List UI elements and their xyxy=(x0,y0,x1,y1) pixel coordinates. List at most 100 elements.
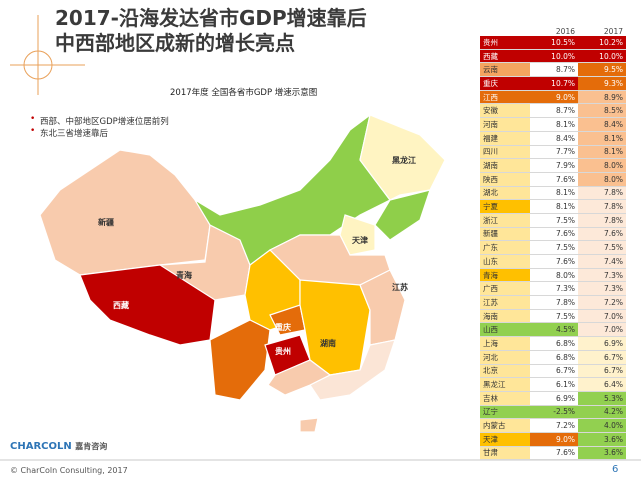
value-2017: 9.5% xyxy=(578,62,626,78)
table-row: 海南 7.5% 7.0% xyxy=(480,309,626,324)
value-2017: 8.0% xyxy=(578,158,626,173)
province: 甘肃 xyxy=(480,446,530,461)
value-2017: 7.8% xyxy=(578,213,626,228)
value-2016: 6.8% xyxy=(530,350,578,365)
logo: CHARCOLN 嘉肯咨询 xyxy=(10,441,107,452)
value-2017: 3.6% xyxy=(578,432,626,447)
table-row: 新疆 7.6% 7.6% xyxy=(480,227,626,242)
value-2017: 4.0% xyxy=(578,418,626,433)
table-row: 上海 6.8% 6.9% xyxy=(480,336,626,351)
value-2017: 7.3% xyxy=(578,268,626,283)
table-row: 吉林 6.9% 5.3% xyxy=(480,391,626,406)
value-2016: 6.9% xyxy=(530,391,578,406)
value-2017: 6.7% xyxy=(578,364,626,379)
province: 福建 xyxy=(480,131,530,146)
logo-cn: 嘉肯咨询 xyxy=(75,442,108,451)
value-2016: 10.0% xyxy=(530,49,578,64)
value-2016: 10.5% xyxy=(530,36,578,50)
table-row: 山西 4.5% 7.0% xyxy=(480,322,626,338)
value-2016: 9.0% xyxy=(530,90,578,105)
table-row: 陕西 7.6% 8.0% xyxy=(480,172,626,187)
province: 湖南 xyxy=(480,158,530,173)
province: 辽宁 xyxy=(480,405,530,420)
value-2016: 7.9% xyxy=(530,158,578,173)
value-2016: 7.7% xyxy=(530,145,578,160)
value-2016: 7.6% xyxy=(530,227,578,242)
value-2017: 8.1% xyxy=(578,145,626,160)
province: 上海 xyxy=(480,336,530,351)
table-row: 辽宁 -2.5% 4.2% xyxy=(480,405,626,420)
value-2016: 7.8% xyxy=(530,295,578,310)
value-2016: 6.1% xyxy=(530,377,578,392)
value-2017: 8.9% xyxy=(578,90,626,105)
province: 江西 xyxy=(480,90,530,105)
map-label: 黑龙江 xyxy=(392,156,416,165)
map-label: 湖南 xyxy=(320,339,336,348)
logo-brand: CHARCOLN xyxy=(10,441,72,452)
province: 重庆 xyxy=(480,76,530,91)
map-label: 西藏 xyxy=(113,301,129,310)
province: 广东 xyxy=(480,240,530,255)
value-2017: 7.8% xyxy=(578,199,626,214)
value-2017: 10.0% xyxy=(578,49,626,64)
value-2016: 7.6% xyxy=(530,172,578,187)
province: 新疆 xyxy=(480,227,530,242)
map-label: 贵州 xyxy=(275,347,291,356)
table-row: 贵州 10.5% 10.2% xyxy=(480,36,626,50)
province: 青海 xyxy=(480,268,530,283)
value-2017: 8.1% xyxy=(578,131,626,146)
table-row: 河南 8.1% 8.4% xyxy=(480,117,626,132)
province: 云南 xyxy=(480,62,530,78)
value-2016: 7.5% xyxy=(530,213,578,228)
table-row: 广东 7.5% 7.5% xyxy=(480,240,626,255)
value-2017: 5.3% xyxy=(578,391,626,406)
table-row: 甘肃 7.6% 3.6% xyxy=(480,446,626,461)
value-2016: 8.1% xyxy=(530,199,578,214)
table-row: 青海 8.0% 7.3% xyxy=(480,268,626,283)
value-2016: 8.4% xyxy=(530,131,578,146)
table-row: 宁夏 8.1% 7.8% xyxy=(480,199,626,214)
table-row: 四川 7.7% 8.1% xyxy=(480,145,626,160)
value-2016: 8.7% xyxy=(530,103,578,119)
province: 黑龙江 xyxy=(480,377,530,392)
table-row: 江西 9.0% 8.9% xyxy=(480,90,626,105)
province: 湖北 xyxy=(480,186,530,201)
map-title: 2017年度 全国各省市GDP 增速示意图 xyxy=(170,88,318,98)
value-2016: 4.5% xyxy=(530,322,578,338)
value-2017: 8.5% xyxy=(578,103,626,119)
value-2017: 7.0% xyxy=(578,322,626,338)
table-row: 浙江 7.5% 7.8% xyxy=(480,213,626,228)
value-2016: 7.5% xyxy=(530,309,578,324)
table-row: 云南 8.7% 9.5% xyxy=(480,62,626,78)
province: 宁夏 xyxy=(480,199,530,214)
province: 海南 xyxy=(480,309,530,324)
value-2017: 7.6% xyxy=(578,227,626,242)
value-2017: 9.3% xyxy=(578,76,626,91)
map-label: 青海 xyxy=(176,271,192,280)
province: 浙江 xyxy=(480,213,530,228)
value-2016: 7.6% xyxy=(530,254,578,269)
value-2016: 8.1% xyxy=(530,186,578,201)
value-2016: 7.5% xyxy=(530,240,578,255)
value-2016: 10.7% xyxy=(530,76,578,91)
map-label: 江苏 xyxy=(392,283,408,292)
value-2017: 6.4% xyxy=(578,377,626,392)
bullet: 东北三省增速靠后 xyxy=(40,129,109,139)
value-2017: 8.4% xyxy=(578,117,626,132)
table-row: 天津 9.0% 3.6% xyxy=(480,432,626,447)
table-row: 河北 6.8% 6.7% xyxy=(480,350,626,365)
value-2017: 7.2% xyxy=(578,295,626,310)
value-2016: 9.0% xyxy=(530,432,578,447)
table: 2016 2017 贵州 10.5% 10.2% 西藏 10.0% 10.0% 云南 8.7% 9… xyxy=(480,26,626,461)
province: 内蒙古 xyxy=(480,418,530,433)
value-2017: 7.0% xyxy=(578,309,626,324)
table-row: 湖北 8.1% 7.8% xyxy=(480,186,626,201)
province: 江苏 xyxy=(480,295,530,310)
value-2016: 6.8% xyxy=(530,336,578,351)
province: 广西 xyxy=(480,281,530,297)
title-line: 2017-沿海发达省市GDP增速靠后 xyxy=(55,6,367,30)
column-header: 2016 xyxy=(555,26,575,36)
province: 四川 xyxy=(480,145,530,160)
